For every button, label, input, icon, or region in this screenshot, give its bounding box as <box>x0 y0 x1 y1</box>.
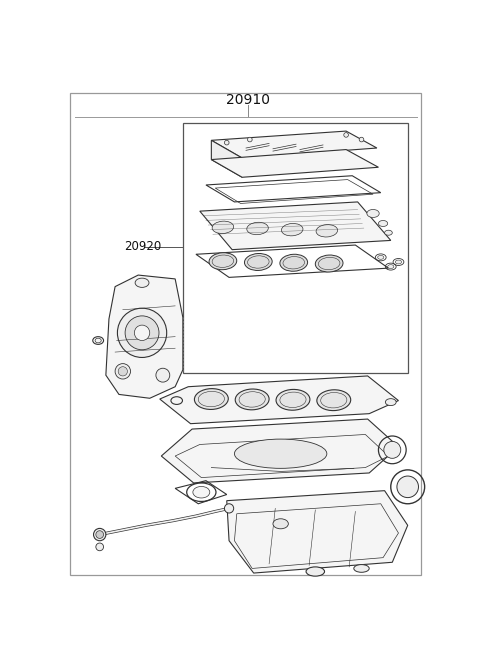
Circle shape <box>225 504 234 513</box>
Text: 20920: 20920 <box>124 240 162 253</box>
Ellipse shape <box>247 222 268 235</box>
Circle shape <box>96 531 104 539</box>
Ellipse shape <box>396 260 402 264</box>
Circle shape <box>118 308 167 358</box>
Ellipse shape <box>378 220 388 226</box>
Circle shape <box>344 133 348 137</box>
Ellipse shape <box>244 253 272 270</box>
Circle shape <box>384 441 401 459</box>
Polygon shape <box>211 140 242 177</box>
Circle shape <box>118 367 127 376</box>
Circle shape <box>156 368 170 382</box>
Ellipse shape <box>135 278 149 287</box>
Polygon shape <box>161 419 398 483</box>
Circle shape <box>125 316 159 350</box>
Circle shape <box>359 137 364 142</box>
Circle shape <box>94 528 106 541</box>
Polygon shape <box>200 202 391 250</box>
Ellipse shape <box>367 209 379 218</box>
Circle shape <box>248 137 252 142</box>
Ellipse shape <box>193 487 210 498</box>
Ellipse shape <box>273 519 288 529</box>
Ellipse shape <box>316 224 337 237</box>
Ellipse shape <box>276 390 310 410</box>
Polygon shape <box>206 176 381 202</box>
Ellipse shape <box>385 399 396 405</box>
Polygon shape <box>196 245 388 277</box>
Ellipse shape <box>315 255 343 272</box>
Polygon shape <box>160 376 398 424</box>
Ellipse shape <box>209 253 237 270</box>
Circle shape <box>225 140 229 145</box>
Ellipse shape <box>388 264 394 268</box>
Circle shape <box>115 363 131 379</box>
Polygon shape <box>211 150 378 177</box>
Polygon shape <box>227 491 408 573</box>
Ellipse shape <box>317 390 351 411</box>
Circle shape <box>96 543 104 551</box>
Polygon shape <box>211 131 377 158</box>
Polygon shape <box>106 275 183 398</box>
Ellipse shape <box>306 567 324 576</box>
Ellipse shape <box>95 338 101 343</box>
Ellipse shape <box>378 255 384 259</box>
Bar <box>183 123 408 373</box>
Circle shape <box>134 325 150 340</box>
Text: 20910: 20910 <box>226 93 270 108</box>
Ellipse shape <box>194 388 228 409</box>
Circle shape <box>397 476 419 498</box>
Ellipse shape <box>234 439 327 468</box>
Ellipse shape <box>212 221 234 234</box>
Ellipse shape <box>281 224 303 236</box>
Ellipse shape <box>235 389 269 410</box>
Ellipse shape <box>354 565 369 572</box>
Ellipse shape <box>384 230 392 236</box>
Ellipse shape <box>280 255 308 271</box>
